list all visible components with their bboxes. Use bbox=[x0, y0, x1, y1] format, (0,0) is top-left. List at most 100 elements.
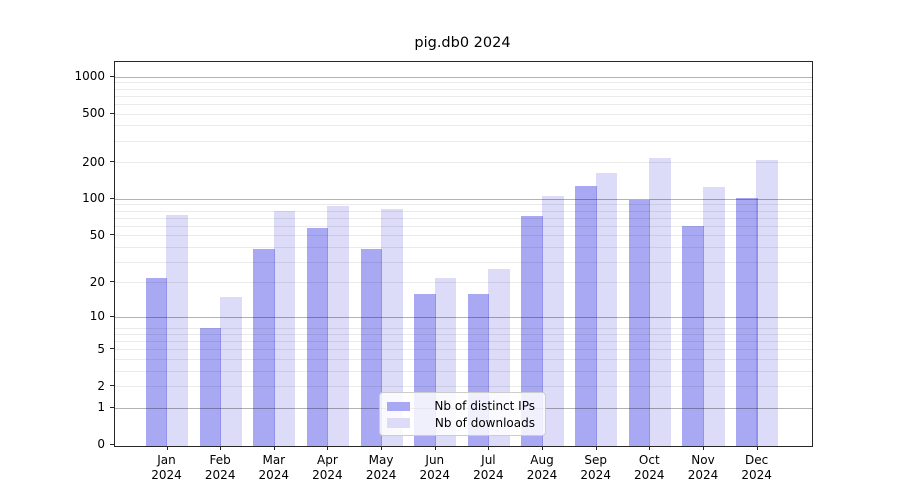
x-tick-mark bbox=[220, 446, 222, 450]
gridline-minor-300 bbox=[115, 140, 812, 142]
y-axis-tick-label: 1 bbox=[97, 400, 105, 415]
x-axis-tick-label-mar: Mar 2024 bbox=[258, 453, 290, 482]
x-axis-tick-label-aug: Aug 2024 bbox=[526, 453, 558, 482]
gridline-major-1000 bbox=[115, 76, 812, 78]
x-axis-tick-label-dec: Dec 2024 bbox=[741, 453, 772, 482]
gridline-minor-4 bbox=[115, 358, 812, 360]
bar-distinct-ips bbox=[199, 327, 222, 446]
bar-downloads bbox=[220, 296, 242, 446]
gridline-minor-200 bbox=[115, 162, 812, 164]
x-tick-mark bbox=[542, 446, 543, 450]
gridline-minor-40 bbox=[115, 246, 812, 248]
gridline-minor-7 bbox=[115, 333, 812, 335]
bar-distinct-ips bbox=[253, 249, 275, 446]
bar-distinct-ips bbox=[628, 200, 651, 446]
gridline-minor-500 bbox=[115, 113, 812, 115]
x-tick-mark bbox=[381, 446, 383, 450]
y-tick-mark bbox=[109, 406, 114, 408]
legend: Nb of distinct IPs Nb of downloads bbox=[379, 392, 546, 436]
x-tick-mark bbox=[595, 446, 597, 450]
gridline-minor-30 bbox=[115, 261, 812, 263]
y-axis-tick-label: 10 bbox=[89, 309, 105, 324]
x-axis-tick-label-jul: Jul 2024 bbox=[473, 453, 504, 482]
y-axis-tick-label: 500 bbox=[82, 106, 105, 120]
bar-distinct-ips bbox=[575, 185, 597, 446]
bar-distinct-ips bbox=[145, 277, 168, 446]
y-tick-mark bbox=[109, 161, 114, 163]
bar-downloads bbox=[380, 209, 403, 446]
legend-swatch-distinct-ips bbox=[387, 401, 410, 411]
x-axis-tick-label-jan: Jan 2024 bbox=[151, 453, 182, 482]
gridline-minor-80 bbox=[115, 210, 812, 212]
gridline-major-100 bbox=[115, 198, 812, 200]
y-tick-mark bbox=[109, 348, 114, 350]
y-tick-mark bbox=[109, 197, 114, 199]
x-tick-mark bbox=[703, 446, 704, 450]
gridline-minor-60 bbox=[115, 225, 812, 227]
y-axis-tick-label: 50 bbox=[89, 227, 105, 242]
x-tick-mark bbox=[649, 446, 651, 450]
x-axis-tick-label-apr: Apr 2024 bbox=[312, 453, 343, 482]
gridline-minor-50 bbox=[115, 235, 812, 237]
x-tick-mark bbox=[756, 446, 758, 450]
gridline-major-10 bbox=[115, 316, 812, 318]
y-tick-mark bbox=[109, 385, 114, 386]
y-axis-tick-label: 0 bbox=[97, 437, 105, 451]
bar-distinct-ips bbox=[521, 216, 543, 446]
gridline-minor-90 bbox=[115, 204, 812, 206]
y-tick-mark bbox=[109, 75, 114, 77]
x-axis-tick-label-sep: Sep 2024 bbox=[580, 453, 611, 482]
x-axis-tick-label-oct: Oct 2024 bbox=[634, 453, 665, 482]
bar-downloads bbox=[756, 160, 779, 446]
bar-downloads bbox=[327, 205, 350, 446]
legend-swatch-downloads bbox=[387, 418, 410, 428]
bar-distinct-ips bbox=[306, 228, 329, 446]
gridline-minor-3 bbox=[115, 370, 812, 372]
bar-downloads bbox=[595, 173, 618, 446]
x-axis-tick-label-feb: Feb 2024 bbox=[204, 453, 236, 482]
legend-label-downloads: Nb of downloads bbox=[434, 415, 535, 430]
y-axis-tick-label: 200 bbox=[82, 154, 105, 169]
bar-distinct-ips bbox=[682, 225, 704, 446]
gridline-minor-8 bbox=[115, 327, 812, 329]
gridline-minor-400 bbox=[115, 125, 812, 127]
bar-downloads bbox=[702, 187, 725, 446]
gridline-minor-800 bbox=[115, 88, 812, 90]
y-tick-mark bbox=[109, 281, 114, 283]
gridline-minor-700 bbox=[115, 95, 812, 97]
bar-downloads bbox=[273, 210, 296, 446]
y-axis-tick-label: 20 bbox=[89, 274, 105, 289]
legend-item-downloads: Nb of downloads bbox=[387, 415, 535, 432]
bar-distinct-ips bbox=[360, 249, 383, 446]
gridline-minor-70 bbox=[115, 217, 812, 219]
x-tick-mark bbox=[273, 446, 275, 450]
chart-title: pig.db0 2024 bbox=[414, 35, 511, 51]
y-tick-mark bbox=[109, 234, 114, 236]
gridline-minor-2 bbox=[115, 386, 812, 387]
y-axis-tick-label: 1000 bbox=[74, 69, 105, 84]
x-tick-mark bbox=[327, 446, 329, 450]
bar-distinct-ips bbox=[736, 198, 758, 446]
y-axis-tick-label: 2 bbox=[97, 378, 105, 393]
plot-area bbox=[114, 61, 813, 447]
y-axis-tick-label: 5 bbox=[97, 341, 105, 356]
gridline-minor-900 bbox=[115, 82, 812, 84]
x-axis-tick-label-may: May 2024 bbox=[365, 453, 397, 482]
gridline-minor-20 bbox=[115, 282, 812, 284]
x-tick-mark bbox=[434, 446, 436, 450]
legend-label-distinct-ips: Nb of distinct IPs bbox=[434, 399, 535, 414]
gridline-minor-6 bbox=[115, 340, 812, 342]
y-tick-mark bbox=[109, 315, 114, 317]
bar-downloads bbox=[649, 157, 671, 446]
bar-downloads bbox=[541, 196, 564, 446]
gridline-minor-600 bbox=[115, 103, 812, 105]
y-tick-mark bbox=[109, 443, 114, 445]
y-tick-mark bbox=[109, 112, 114, 114]
x-tick-mark bbox=[166, 446, 168, 450]
bar-downloads bbox=[166, 215, 189, 446]
gridline-minor-5 bbox=[115, 349, 812, 351]
x-tick-mark bbox=[488, 446, 490, 450]
y-axis-tick-label: 100 bbox=[82, 191, 105, 206]
x-axis-tick-label-nov: Nov 2024 bbox=[687, 453, 719, 482]
